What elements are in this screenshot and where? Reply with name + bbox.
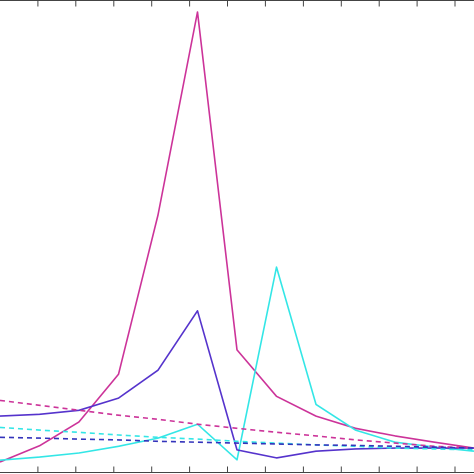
tick-marks (37, 0, 456, 473)
series-line-1 (0, 11, 474, 463)
series-layer (0, 11, 474, 463)
series-line-6 (0, 436, 474, 449)
series-line-3 (0, 309, 474, 459)
series-line-5 (0, 426, 474, 451)
series-line-4 (0, 399, 474, 449)
series-line-2 (0, 266, 474, 461)
